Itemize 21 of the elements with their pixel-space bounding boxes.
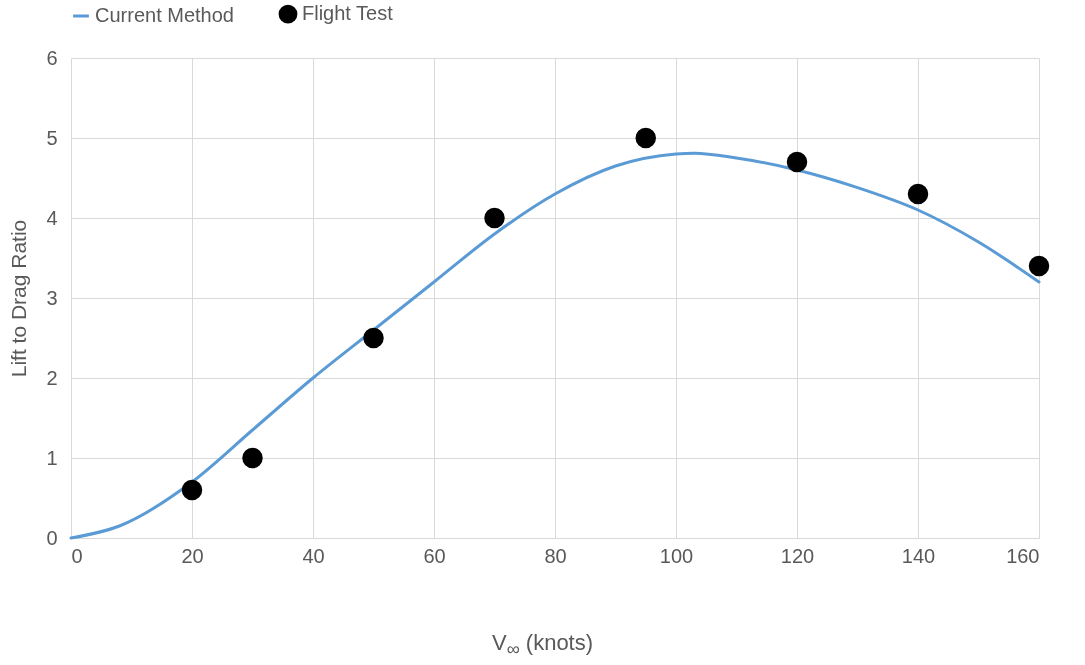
x-tick-label: 60 (423, 544, 446, 567)
x-tick-label: 120 (780, 544, 815, 567)
y-tick-label: 1 (46, 446, 58, 469)
legend-label: Flight Test (302, 2, 394, 25)
x-tick-label: 40 (302, 544, 325, 567)
y-tick-label: 0 (46, 526, 58, 549)
y-tick-label: 5 (46, 126, 58, 149)
y-tick-label: 2 (46, 366, 58, 389)
line-series (69, 151, 1041, 540)
x-tick-label: 80 (544, 544, 567, 567)
y-tick-label: 3 (46, 286, 58, 309)
x-axis-title: V$_{∞}$ (knots) (490, 630, 595, 661)
y-tick-label: 4 (46, 206, 58, 229)
y-axis-title: Lift to Drag Ratio (7, 219, 31, 378)
y-tick-label: 6 (46, 46, 58, 69)
x-tick-label: 100 (659, 544, 694, 567)
x-tick-label: 160 (1006, 544, 1040, 567)
legend-label: Current Method (95, 4, 234, 26)
x-tick-label: 20 (181, 544, 204, 567)
x-tick-label: 0 (71, 544, 83, 567)
x-tick-label: 140 (901, 544, 936, 567)
